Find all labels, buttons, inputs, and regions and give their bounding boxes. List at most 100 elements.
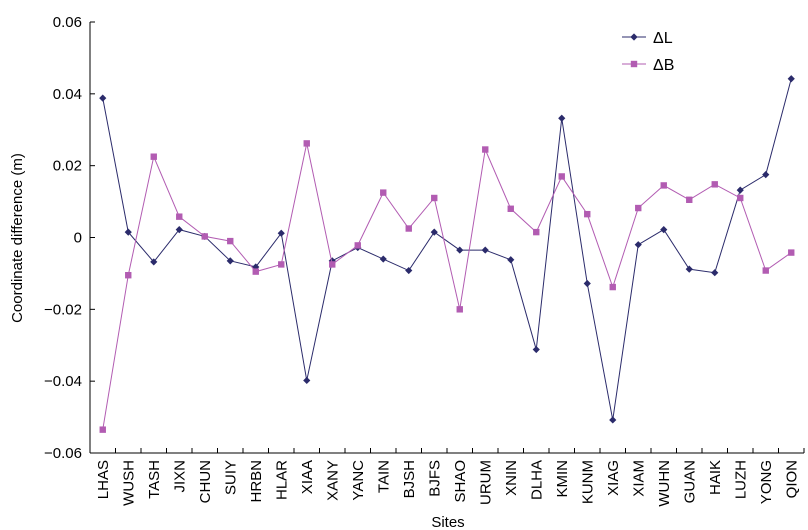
data-point xyxy=(686,196,693,203)
x-tick-label: BJFS xyxy=(426,460,443,497)
data-point xyxy=(685,265,693,273)
x-tick-label: XNIN xyxy=(503,460,520,496)
data-point xyxy=(380,189,387,196)
data-point xyxy=(430,228,438,236)
data-point xyxy=(558,173,565,180)
data-point xyxy=(532,345,540,354)
x-axis-title: Sites xyxy=(431,514,464,530)
x-tick-label: XIAA xyxy=(299,460,316,494)
legend: ΔL ΔB xyxy=(622,30,674,74)
x-tick-label: LHAS xyxy=(95,460,112,499)
data-point xyxy=(507,256,515,264)
y-tick-label: 0.06 xyxy=(53,14,82,31)
legend-marker xyxy=(630,60,638,68)
series-line xyxy=(102,78,792,421)
data-point xyxy=(635,204,642,212)
data-point xyxy=(660,225,668,234)
x-tick-label: WUSH xyxy=(120,460,137,506)
y-tick-label: 0 xyxy=(74,230,82,247)
data-point xyxy=(711,269,719,277)
x-tick-label: BJSH xyxy=(401,460,418,498)
x-tick-label: GUAN xyxy=(681,460,698,503)
data-point xyxy=(99,94,107,102)
y-tick-label: −0.06 xyxy=(44,445,82,462)
y-tick-label: −0.04 xyxy=(44,373,82,390)
x-tick-label: JIXN xyxy=(171,460,188,493)
x-tick-label: DLHA xyxy=(528,460,545,500)
data-point xyxy=(278,261,285,268)
legend-label: ΔB xyxy=(653,57,674,74)
x-tick-label: XIAG xyxy=(605,460,622,496)
series-delta-l xyxy=(99,75,795,424)
data-point xyxy=(660,182,667,189)
data-point xyxy=(227,237,234,245)
data-point xyxy=(583,279,591,288)
x-tick-label: LUZH xyxy=(732,460,749,499)
x-tick-label: XIAM xyxy=(630,460,647,497)
x-tick-label: TAIN xyxy=(375,460,392,493)
x-tick-label: SUIY xyxy=(222,460,239,495)
x-tick-label: HAIK xyxy=(707,460,724,495)
data-point xyxy=(303,376,311,385)
x-tick-label: YONG xyxy=(758,460,775,504)
x-axis: LHAS WUSH TASH JIXN CHUN SUIY HRBN HLAR XIAA XANY… xyxy=(89,448,805,507)
legend-label: ΔL xyxy=(653,30,673,47)
data-point xyxy=(431,194,438,202)
data-point xyxy=(482,146,489,153)
data-point xyxy=(405,266,413,275)
data-point xyxy=(736,186,744,194)
x-tick-label: KMIN xyxy=(554,460,571,498)
series-delta-b xyxy=(99,140,795,433)
data-point xyxy=(150,258,158,266)
data-point xyxy=(175,225,183,234)
data-point xyxy=(609,283,616,291)
data-point xyxy=(762,171,770,179)
y-axis-title: Coordinate difference (m) xyxy=(9,153,26,323)
data-point xyxy=(329,261,336,268)
y-tick-label: −0.02 xyxy=(44,301,82,318)
data-point xyxy=(201,233,208,240)
x-tick-label: SHAO xyxy=(452,460,469,503)
x-tick-label: HLAR xyxy=(273,460,290,500)
data-point xyxy=(533,228,540,236)
x-tick-label: TASH xyxy=(146,460,163,499)
data-point xyxy=(379,255,387,263)
data-point xyxy=(277,229,285,237)
x-tick-label: CHUN xyxy=(197,460,214,503)
data-point xyxy=(150,153,157,160)
data-point xyxy=(354,242,361,249)
data-point xyxy=(405,225,412,232)
data-point xyxy=(252,268,259,275)
data-point xyxy=(634,241,642,249)
data-point xyxy=(456,306,463,313)
legend-marker xyxy=(630,33,638,41)
x-tick-label: QION xyxy=(783,460,800,498)
data-point xyxy=(762,267,769,274)
data-point xyxy=(176,213,183,220)
x-tick-label: URUM xyxy=(477,460,494,505)
data-point xyxy=(99,426,106,433)
data-point xyxy=(481,246,489,254)
x-tick-label: XANY xyxy=(324,460,341,501)
data-point xyxy=(584,210,591,218)
series-layer xyxy=(99,75,795,433)
data-point xyxy=(609,416,617,424)
data-point xyxy=(124,228,132,236)
data-point xyxy=(558,114,566,122)
y-tick-label: 0.02 xyxy=(53,158,82,175)
x-tick-label: KUNM xyxy=(579,460,596,504)
y-tick-label: 0.04 xyxy=(53,86,82,103)
x-tick-label: YANC xyxy=(350,460,367,501)
x-tick-label: HRBN xyxy=(248,460,265,503)
data-point xyxy=(303,140,310,147)
data-point xyxy=(456,246,464,254)
data-point xyxy=(226,257,234,265)
data-point xyxy=(737,194,744,202)
y-axis: 0.06 0.04 0.02 0 −0.02 −0.04 −0.06 xyxy=(44,14,95,462)
series-line xyxy=(102,143,792,430)
data-point xyxy=(507,205,514,212)
x-tick-label: WUHN xyxy=(656,460,673,507)
data-point xyxy=(125,272,132,279)
data-point xyxy=(787,75,795,83)
